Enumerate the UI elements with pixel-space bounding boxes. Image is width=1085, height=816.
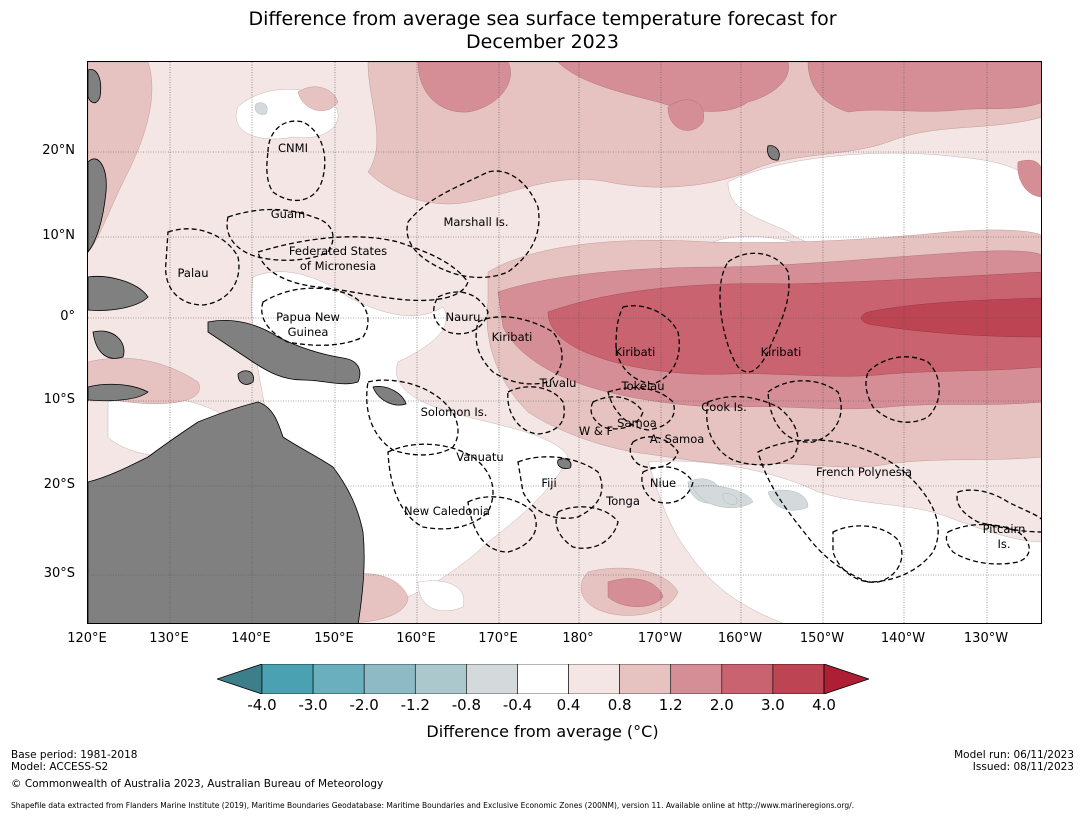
colorbar-tick-label: 3.0 (760, 696, 785, 714)
region-label-french-polynesia: French Polynesia (815, 465, 913, 479)
colorbar-tick-label: 2.0 (709, 696, 734, 714)
sst-anomaly-map: CNMI Guam Marshall Is. Federated States … (87, 61, 1042, 624)
region-label-pitcairn-line2: Is. (997, 537, 1011, 551)
y-tick-10n: 10°N (42, 228, 75, 243)
region-label-fsm-line1: Federated States (288, 244, 388, 258)
region-label-kiribati-central: Kiribati (614, 345, 656, 359)
x-tick-160w: 160°W (717, 631, 763, 646)
anomaly-field-3.0-4.0 (861, 297, 1041, 338)
x-tick-170e: 170°E (478, 631, 518, 646)
y-tick-30s: 30°S (43, 566, 75, 581)
anomaly-field-negative (254, 102, 809, 511)
region-label-png-line2: Guinea (287, 325, 329, 339)
x-tick-120e: 120°E (67, 631, 107, 646)
map-title-line2: December 2023 (466, 31, 619, 53)
x-tick-180: 180° (562, 631, 594, 646)
region-label-tokelau: Tokelau (621, 379, 665, 393)
map-canvas (88, 62, 1041, 623)
colorbar-tick-label: -2.0 (349, 696, 379, 714)
footer-copyright: © Commonwealth of Australia 2023, Austra… (11, 778, 384, 790)
colorbar-tick-label: -1.2 (400, 696, 430, 714)
region-label-kiribati-east: Kiribati (760, 345, 802, 359)
colorbar (217, 664, 869, 694)
anomaly-field-2.0-3.0 (547, 271, 1041, 377)
region-label-fiji: Fiji (541, 476, 557, 490)
x-tick-170w: 170°W (637, 631, 683, 646)
colorbar-arrow-high (823, 664, 869, 694)
colorbar-tick-label: 4.0 (812, 696, 836, 714)
region-label-fsm-line2: of Micronesia (299, 259, 377, 273)
x-tick-140w: 140°W (880, 631, 926, 646)
colorbar-tick-label: 1.2 (658, 696, 683, 714)
region-label-tonga: Tonga (606, 494, 640, 508)
y-tick-20s: 20°S (43, 477, 75, 492)
region-label-pitcairn-line1: Pitcairn (982, 522, 1026, 536)
landmasses (88, 69, 780, 623)
colorbar-cell (772, 664, 825, 694)
colorbar-cell (466, 664, 518, 694)
region-label-new-caledonia: New Caledonia (404, 504, 490, 518)
colorbar-tick-label: -0.4 (502, 696, 533, 714)
new-guinea-landmass (207, 319, 361, 385)
region-label-niue: Niue (649, 476, 677, 490)
region-label-nauru: Nauru (445, 310, 481, 324)
indonesia-islands (88, 276, 149, 311)
colorbar-tick-label: -3.0 (298, 696, 328, 714)
australia-landmass (88, 401, 365, 623)
footer-model-run: Model run: 06/11/2023 (954, 749, 1074, 761)
colorbar-tick-label: -4.0 (247, 696, 277, 714)
graticule (88, 62, 1041, 623)
colorbar-cell (670, 664, 723, 694)
x-tick-160e: 160°E (396, 631, 436, 646)
region-label-palau: Palau (177, 266, 209, 280)
region-label-vanuatu: Vanuatu (456, 450, 504, 464)
region-label-solomon-islands: Solomon Is. (420, 405, 488, 419)
philippines-landmass (88, 158, 107, 253)
x-tick-130w: 130°W (963, 631, 1009, 646)
x-tick-150w: 150°W (799, 631, 845, 646)
colorbar-title: Difference from average (°C) (426, 722, 659, 741)
colorbar-tick-label: -0.8 (451, 696, 481, 714)
footer-base-period: Base period: 1981-2018 (11, 749, 138, 761)
colorbar-tick-label: 0.8 (607, 696, 632, 714)
footer-issued: Issued: 08/11/2023 (972, 761, 1074, 773)
colorbar-cell (312, 664, 365, 694)
map-title-line1: Difference from average sea surface temp… (248, 8, 837, 30)
footer-shapefile-credit: Shapefile data extracted from Flanders M… (11, 801, 855, 810)
region-label-kiribati-west: Kiribati (491, 330, 533, 344)
x-tick-140e: 140°E (231, 631, 271, 646)
region-label-wallis-futuna: W & F (578, 424, 614, 438)
footer-model: Model: ACCESS-S2 (11, 761, 109, 773)
colorbar-cell (568, 664, 620, 694)
region-label-marshall-islands: Marshall Is. (443, 215, 509, 229)
region-label-tuvalu: Tuvalu (539, 376, 577, 390)
colorbar-cell (721, 664, 774, 694)
region-label-cook-islands: Cook Is. (701, 400, 747, 414)
region-label-american-samoa: A. Samoa (649, 432, 705, 446)
region-label-png-line1: Papua New (276, 310, 340, 324)
region-label-samoa: Samoa (617, 416, 657, 430)
colorbar-cell (261, 664, 314, 694)
eez-boundaries (165, 120, 1041, 583)
colorbar-tick-label: 0.4 (556, 696, 581, 714)
y-tick-20n: 20°N (42, 143, 75, 158)
colorbar-cell (619, 664, 672, 694)
region-label-cnmi: CNMI (278, 141, 308, 155)
x-tick-150e: 150°E (314, 631, 354, 646)
colorbar-cell (363, 664, 416, 694)
y-tick-10s: 10°S (43, 392, 75, 407)
map-title: Difference from average sea surface temp… (0, 8, 1085, 54)
y-tick-0: 0° (60, 309, 75, 324)
colorbar-cell (414, 664, 467, 694)
colorbar-cell (517, 664, 569, 694)
x-tick-130e: 130°E (149, 631, 189, 646)
colorbar-arrow-low (217, 664, 263, 694)
region-label-guam: Guam (270, 207, 306, 221)
